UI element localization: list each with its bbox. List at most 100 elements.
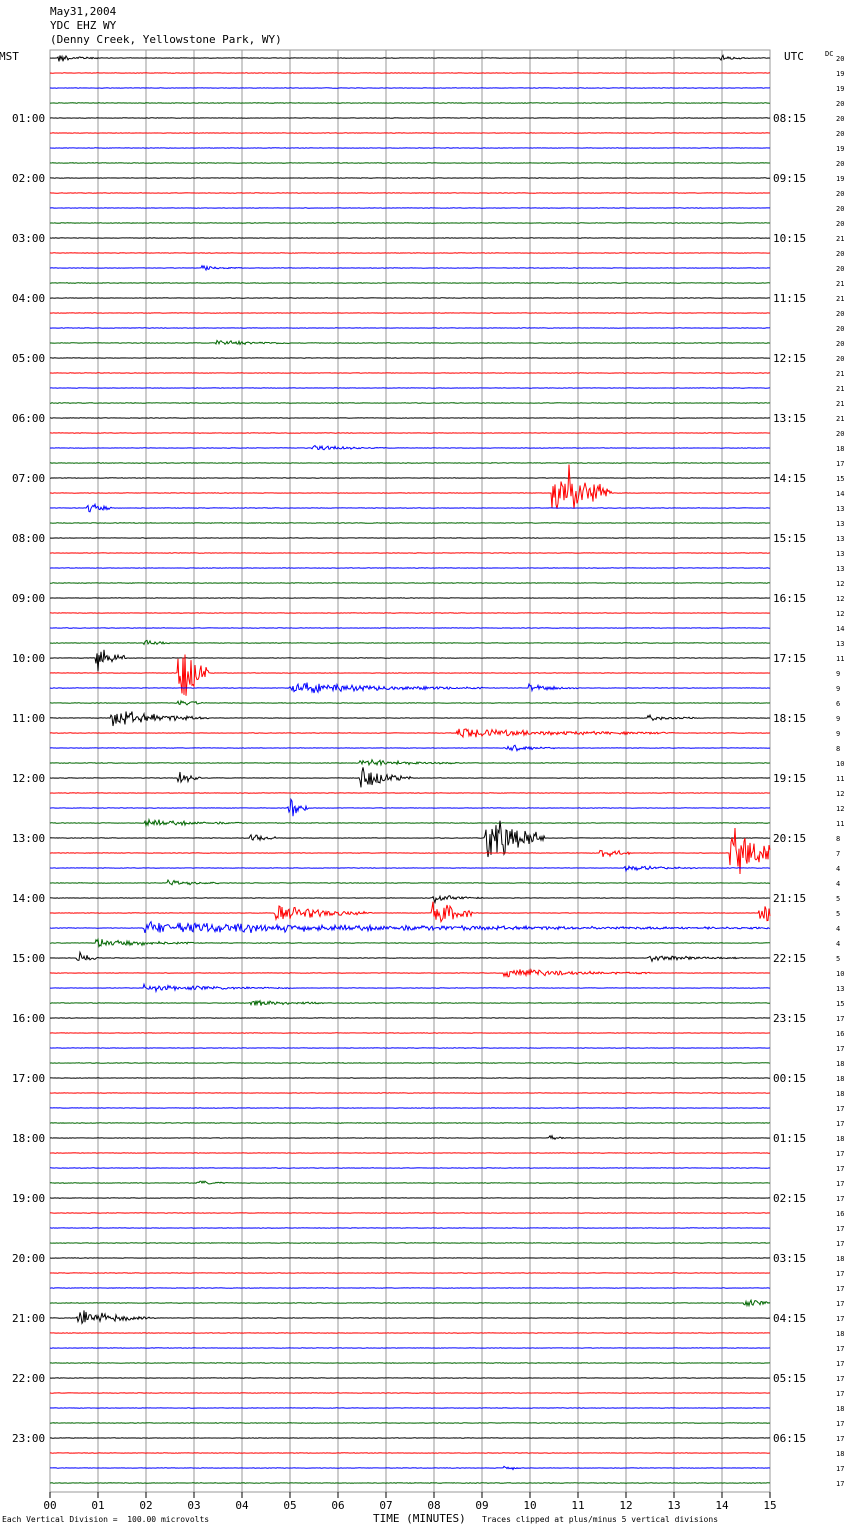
trace-line: [49, 54, 771, 62]
dc-value: 5: [836, 895, 840, 903]
dc-value: 19: [836, 175, 844, 183]
right-hour-label: 00:15: [773, 1072, 806, 1085]
right-hour-label: 15:15: [773, 532, 806, 545]
plot-frame: [49, 49, 771, 1493]
dc-value: 17: [836, 1120, 844, 1128]
x-tick-label: 13: [667, 1499, 680, 1512]
dc-value: 16: [836, 1030, 844, 1038]
dc-value: 17: [836, 1435, 844, 1443]
dc-value: 14: [836, 625, 844, 633]
trace-line: [49, 462, 771, 464]
trace-line: [50, 982, 771, 994]
trace-line: [49, 417, 771, 419]
left-hour-label: 04:00: [12, 292, 45, 305]
trace-line: [49, 444, 771, 451]
dc-value: 7: [836, 850, 840, 858]
dc-value: 12: [836, 610, 844, 618]
trace-line: [50, 192, 771, 194]
trace-line: [49, 372, 771, 374]
axis-labels: MST UTC DC 01:00 02:00 03:00 04:00 05:00 06:0…: [0, 50, 844, 1512]
left-hour-label: 23:00: [12, 1432, 45, 1445]
trace-line: [49, 950, 771, 963]
trace-line: [49, 1047, 771, 1049]
dc-value: 11: [836, 655, 844, 663]
trace-line: [49, 264, 771, 272]
right-hour-label: 14:15: [773, 472, 806, 485]
trace-line: [49, 817, 770, 828]
trace-line: [49, 1212, 771, 1214]
chart-header: May31,2004 YDC EHZ WY (Denny Creek, Yell…: [50, 5, 282, 47]
trace-line: [50, 1332, 771, 1334]
left-hour-label: 16:00: [12, 1012, 45, 1025]
dc-value: 20: [836, 190, 844, 198]
left-hour-label: 13:00: [12, 832, 45, 845]
chart-location: (Denny Creek, Yellowstone Park, WY): [50, 33, 282, 46]
dc-value: 21: [836, 415, 844, 423]
dc-value: 8: [836, 745, 840, 753]
trace-line: [49, 699, 771, 706]
left-hour-label: 11:00: [12, 712, 45, 725]
trace-line: [49, 1310, 771, 1325]
dc-value: 18: [836, 445, 844, 453]
dc-value: 13: [836, 565, 844, 573]
trace-line: [49, 1107, 770, 1109]
dc-value: 20: [836, 250, 844, 258]
trace-line: [49, 312, 771, 314]
x-tick-label: 05: [283, 1499, 296, 1512]
dc-value: 6: [836, 700, 840, 708]
dc-value: 13: [836, 505, 844, 513]
dc-value: 11: [836, 775, 844, 783]
right-hour-label: 06:15: [773, 1432, 806, 1445]
right-hour-label: 11:15: [773, 292, 806, 305]
dc-value: 12: [836, 595, 844, 603]
dc-value: 12: [836, 790, 844, 798]
trace-line: [50, 649, 771, 672]
left-hour-label: 07:00: [12, 472, 45, 485]
x-tick-label: 08: [427, 1499, 440, 1512]
dc-value: 20: [836, 310, 844, 318]
trace-line: [49, 937, 771, 948]
dc-value: 17: [836, 1480, 844, 1488]
trace-line: [50, 627, 771, 629]
right-hour-label: 20:15: [773, 832, 806, 845]
dc-value: 14: [836, 490, 844, 498]
right-hour-label: 22:15: [773, 952, 806, 965]
trace-line: [49, 968, 771, 978]
right-hour-label: 19:15: [773, 772, 806, 785]
dc-value: 17: [836, 1315, 844, 1323]
trace-line: [49, 1032, 771, 1034]
dc-value: 18: [836, 1405, 844, 1413]
right-hour-label: 16:15: [773, 592, 806, 605]
left-hour-label: 10:00: [12, 652, 45, 665]
dc-value: 18: [836, 1090, 844, 1098]
trace-line: [49, 1482, 770, 1484]
dc-value: 4: [836, 865, 840, 873]
dc-value: 19: [836, 70, 844, 78]
trace-line: [49, 1347, 771, 1349]
dc-value: 13: [836, 640, 844, 648]
x-tick-label: 10: [523, 1499, 536, 1512]
dc-value: 20: [836, 55, 844, 63]
dc-value: 20: [836, 130, 844, 138]
dc-value: 17: [836, 1180, 844, 1188]
right-hour-label: 01:15: [773, 1132, 806, 1145]
left-hour-label: 02:00: [12, 172, 45, 185]
dc-value: 17: [836, 1270, 844, 1278]
dc-value: 9: [836, 730, 840, 738]
left-hour-label: 01:00: [12, 112, 45, 125]
x-tick-label: 02: [139, 1499, 152, 1512]
trace-line: [49, 357, 771, 359]
trace-line: [49, 1257, 771, 1259]
trace-line: [50, 1077, 771, 1079]
x-tick-label: 14: [715, 1499, 729, 1512]
trace-line: [50, 432, 771, 434]
trace-line: [49, 282, 771, 284]
dc-value: 17: [836, 1390, 844, 1398]
trace-line: [49, 1287, 770, 1289]
trace-line: [49, 878, 771, 886]
trace-line: [49, 1062, 771, 1064]
x-tick-label: 11: [571, 1499, 584, 1512]
dc-value: 17: [836, 1195, 844, 1203]
right-hour-label: 03:15: [773, 1252, 806, 1265]
trace-line: [49, 207, 771, 209]
